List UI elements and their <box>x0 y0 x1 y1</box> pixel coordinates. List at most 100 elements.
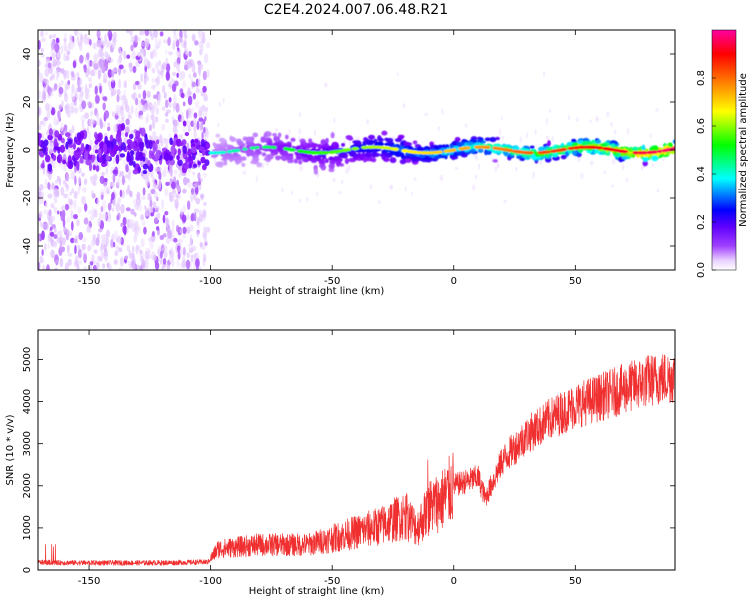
noise-blob <box>182 204 186 213</box>
signal-core <box>394 147 399 151</box>
snr-frame <box>37 329 676 571</box>
noise-core <box>40 163 45 169</box>
noise-blob <box>70 90 76 101</box>
noise-speck <box>621 163 625 171</box>
noise-blob <box>117 235 122 245</box>
noise-blob <box>38 200 42 206</box>
signal-blob <box>298 160 303 165</box>
signal-core <box>261 145 270 149</box>
noise-blob <box>42 266 46 270</box>
noise-blob <box>178 30 183 38</box>
noise-core <box>76 161 80 171</box>
noise-core <box>184 132 190 137</box>
noise-blob <box>119 189 123 198</box>
noise-core <box>110 141 114 150</box>
noise-blob <box>151 119 156 130</box>
noise-blob <box>63 162 67 172</box>
signal-core <box>576 145 583 150</box>
noise-blob <box>192 92 197 100</box>
noise-blob <box>158 39 162 45</box>
signal-blob <box>399 141 405 147</box>
noise-blob <box>49 231 55 237</box>
noise-blob <box>198 209 203 216</box>
noise-speck <box>345 168 349 174</box>
noise-blob <box>103 178 108 183</box>
noise-core <box>97 132 103 141</box>
noise-blob <box>182 124 188 134</box>
noise-blob <box>101 263 106 269</box>
noise-blob <box>141 41 146 47</box>
signal-blob <box>489 136 497 143</box>
noise-core <box>115 154 120 165</box>
noise-core <box>57 153 63 164</box>
signal-core <box>368 145 375 149</box>
signal-core <box>232 149 237 153</box>
noise-blob <box>47 193 53 199</box>
noise-blob <box>127 171 132 181</box>
signal-blob <box>477 148 484 153</box>
noise-core <box>119 153 126 158</box>
noise-blob <box>59 257 64 268</box>
noise-speck <box>534 129 537 136</box>
noise-blob <box>152 207 156 214</box>
noise-blob <box>146 112 149 123</box>
noise-blob <box>53 115 56 123</box>
noise-blob <box>191 81 197 88</box>
noise-blob <box>58 229 63 237</box>
noise-blob <box>51 52 56 60</box>
noise-blob <box>191 245 197 252</box>
noise-blob <box>190 254 195 259</box>
snr-ytick-label: 1000 <box>22 515 33 540</box>
noise-core <box>62 159 67 165</box>
noise-core <box>175 139 180 147</box>
noise-blob <box>125 188 131 194</box>
noise-core <box>182 120 187 127</box>
noise-blob <box>158 60 162 67</box>
noise-core <box>126 152 131 163</box>
noise-blob <box>86 126 90 134</box>
noise-blob <box>126 218 131 229</box>
noise-core <box>129 133 134 140</box>
signal-blob <box>293 158 299 164</box>
noise-speck <box>396 72 399 77</box>
noise-blob <box>69 102 75 111</box>
noise-blob <box>105 236 109 247</box>
noise-blob <box>102 96 107 101</box>
signal-blob <box>642 160 648 167</box>
noise-blob <box>92 234 96 240</box>
noise-blob <box>183 47 188 55</box>
snr-yaxis-label: SNR (10 * v/v) <box>5 414 16 485</box>
signal-blob <box>341 152 349 159</box>
noise-blob <box>39 221 44 227</box>
noise-core <box>124 132 129 138</box>
colorbar-tick-label: 0.4 <box>696 166 707 182</box>
snr-xtick-label: -50 <box>324 576 340 587</box>
noise-speck <box>548 109 552 113</box>
noise-blob <box>198 40 204 49</box>
noise-blob <box>83 266 88 270</box>
noise-blob <box>180 92 185 99</box>
noise-blob <box>90 69 95 77</box>
noise-blob <box>201 131 204 140</box>
noise-speck <box>402 103 406 109</box>
noise-blob <box>156 212 161 219</box>
signal-blob <box>308 138 313 144</box>
noise-blob <box>135 97 139 106</box>
noise-blob <box>179 248 183 256</box>
noise-blob <box>75 72 80 78</box>
noise-core <box>94 139 99 145</box>
signal-blob <box>466 141 475 146</box>
noise-blob <box>49 226 53 231</box>
noise-blob <box>107 40 112 48</box>
signal-blob <box>594 148 598 154</box>
noise-core <box>53 138 58 149</box>
noise-blob <box>122 132 125 137</box>
noise-blob <box>199 48 203 56</box>
signal-core <box>404 149 409 153</box>
noise-speck <box>377 200 381 205</box>
signal-blob <box>290 137 296 142</box>
noise-blob <box>132 83 137 91</box>
noise-blob <box>173 105 176 112</box>
noise-blob <box>190 192 193 203</box>
signal-blob <box>412 140 418 145</box>
